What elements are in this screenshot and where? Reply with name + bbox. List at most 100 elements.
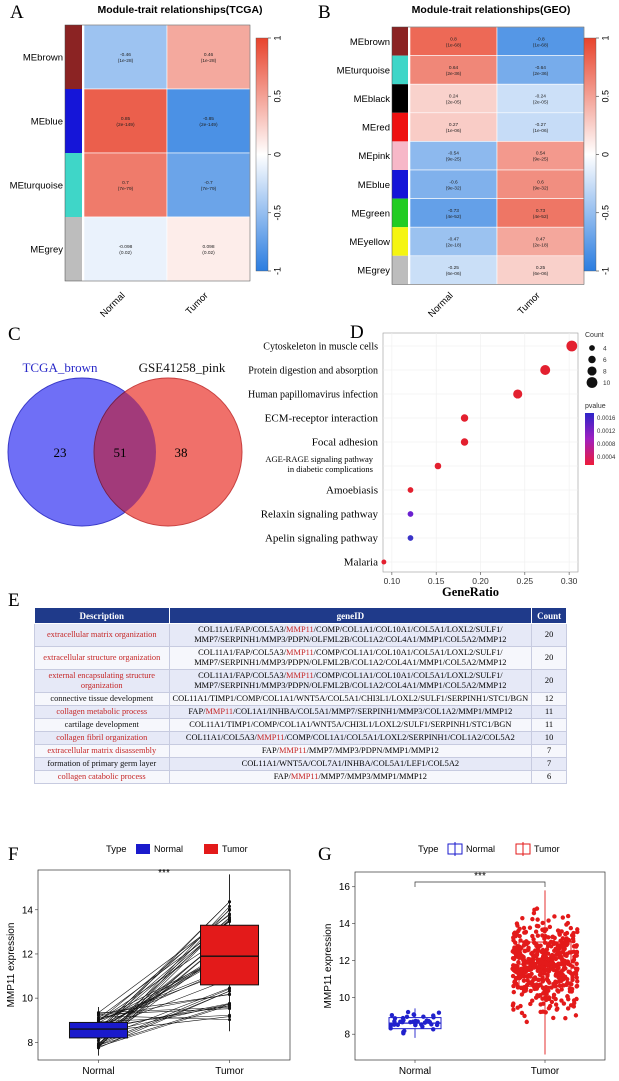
- cell-pvalue: (1e-68): [533, 42, 549, 48]
- category-label: Apelin signaling pathway: [265, 533, 379, 545]
- table-row: extracellular matrix disassembly FAP/MMP1…: [34, 744, 567, 758]
- data-point: [434, 1022, 440, 1028]
- data-point: [556, 989, 561, 994]
- cell-pvalue: (1e-06): [446, 128, 462, 134]
- data-point: [561, 948, 566, 953]
- data-point: [532, 986, 537, 992]
- cell-count: 10: [531, 731, 567, 745]
- data-point: [574, 984, 579, 989]
- y-tick-label: 12: [22, 949, 34, 960]
- data-point: [513, 389, 523, 399]
- cell-count: 6: [531, 770, 567, 784]
- table-row: extracellular structure organization COL1…: [34, 646, 567, 670]
- cell-value: 0.8: [450, 36, 457, 42]
- data-point: [565, 976, 570, 982]
- data-point: [535, 949, 540, 954]
- cell-pvalue: (7e-79): [201, 186, 217, 192]
- panel-label-a: A: [10, 2, 24, 23]
- cell-value: 0.46: [204, 52, 214, 58]
- legend-pvalue-bar: [585, 413, 594, 465]
- data-point: [522, 987, 527, 993]
- data-point: [568, 1003, 574, 1008]
- data-point: [392, 1016, 398, 1021]
- data-point: [573, 953, 578, 958]
- cell-pvalue: (2e-18): [533, 243, 549, 249]
- x-tick-label: 0.25: [517, 576, 534, 586]
- plot-panel: [37, 869, 291, 1061]
- data-point: [564, 922, 569, 927]
- cell-value: -0.25: [448, 265, 459, 271]
- heatmap-cell: [409, 255, 498, 285]
- data-point: [519, 956, 525, 961]
- heatmap-cell: [409, 169, 498, 199]
- cell-value: 0.25: [536, 265, 546, 271]
- heatmap-cell: [409, 112, 498, 142]
- data-point: [574, 975, 579, 980]
- cell-geneid: COL11A1/COL5A3/MMP11/COMP/COL1A1/COL5A1/…: [168, 731, 533, 745]
- cell-value: -0.85: [203, 116, 214, 122]
- data-point: [551, 955, 556, 960]
- colorbar-tick-label: 0.5: [272, 90, 282, 103]
- cell-description: cartilage development: [34, 718, 170, 732]
- legend-count-dot: [586, 377, 598, 388]
- heatmap-cell: [83, 152, 168, 218]
- gene-text: /COMP/COL1A1/COL5A1/LOXL2/SERPINH1/COL1A…: [284, 733, 515, 742]
- data-point: [545, 951, 551, 956]
- module-swatch: [392, 112, 408, 142]
- panel-label-f: F: [8, 844, 19, 865]
- legend-count-label: 10: [603, 380, 611, 387]
- legend-pvalue-label: 0.0016: [597, 416, 616, 422]
- cell-pvalue: (9e-25): [533, 157, 549, 163]
- data-point: [407, 535, 414, 541]
- row-label: MEturquoise: [337, 65, 390, 76]
- cell-value: 0.24: [449, 94, 459, 100]
- data-point: [544, 967, 550, 973]
- data-point: [535, 993, 540, 998]
- data-point: [567, 989, 573, 994]
- data-point: [460, 414, 469, 422]
- panel-label-c: C: [8, 324, 21, 345]
- data-point: [572, 1000, 577, 1006]
- cell-value: -0.7: [204, 180, 213, 186]
- gene-text: COL11A1/FAP/COL5A3/: [198, 648, 287, 657]
- cell-pvalue: (9e-25): [446, 157, 462, 163]
- data-point: [521, 959, 527, 965]
- cell-description: collagen metabolic process: [34, 705, 170, 719]
- data-point: [518, 974, 523, 980]
- data-point: [565, 994, 570, 999]
- legend-pvalue-title: pvalue: [585, 403, 606, 410]
- plot-panel: [354, 871, 606, 1061]
- table-row: extracellular matrix organization COL11A1…: [34, 623, 567, 647]
- column-label: Normal: [98, 290, 127, 319]
- cell-geneid: COL11A1/FAP/COL5A3/MMP11/COMP/COL1A1/COL…: [168, 623, 533, 647]
- heatmap-a: Module-trait relationships(TCGA) MEbrown -…: [10, 4, 283, 320]
- x-tick-label: Normal: [82, 1066, 114, 1077]
- data-point: [517, 933, 522, 939]
- heatmap-cell: [409, 141, 498, 171]
- legend-swatch-tumor: [204, 844, 218, 854]
- panel-label-d: D: [350, 322, 364, 343]
- data-point: [566, 340, 578, 352]
- colorbar-tick-label: -0.5: [272, 205, 282, 221]
- category-label: Protein digestion and absorption: [248, 366, 378, 377]
- data-point: [436, 1010, 442, 1015]
- heatmap-cell: [496, 83, 585, 114]
- category-label: Focal adhesion: [312, 437, 379, 449]
- data-point: [389, 1013, 395, 1018]
- gene-text: MMP7/SERPINH1/MMP3/PDPN/OLFML2B/COL1A2/C…: [194, 681, 507, 690]
- gene-text: MMP7/SERPINH1/MMP3/PDPN/OLFML2B/COL1A2/C…: [194, 635, 507, 644]
- x-tick-label: 0.15: [428, 576, 445, 586]
- heatmap-b: Module-trait relationships(GEO) MEbrown 0.…: [337, 4, 611, 320]
- data-point: [526, 947, 531, 953]
- data-point: [515, 1005, 520, 1010]
- cell-pvalue: (6e-06): [446, 271, 462, 277]
- data-point: [431, 1027, 436, 1032]
- column-label: Tumor: [184, 290, 211, 317]
- legend-count-label: 4: [603, 346, 607, 353]
- data-point: [540, 977, 545, 982]
- venn-diagram: TCGA_brown GSE41258_pink 23 51 38: [7, 360, 243, 527]
- data-point: [524, 1019, 529, 1025]
- table-row: collagen metabolic process FAP/MMP11/COL1…: [34, 705, 567, 719]
- significance-bracket: [414, 881, 546, 887]
- data-point: [545, 943, 551, 949]
